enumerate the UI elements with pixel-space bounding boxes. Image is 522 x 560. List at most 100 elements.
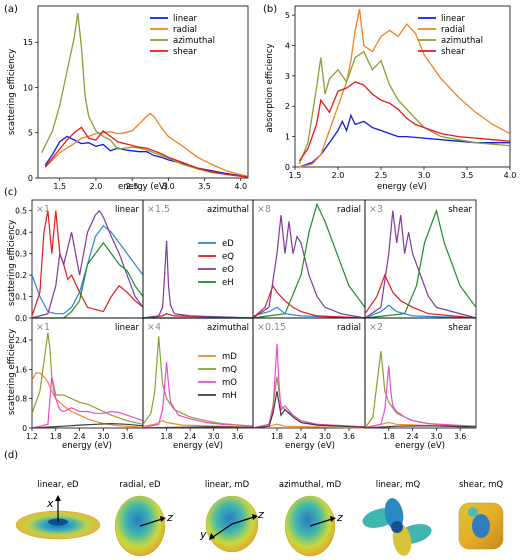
legend-label-azimuthal: azimuthal bbox=[173, 36, 215, 46]
panel-c-frame bbox=[364, 317, 477, 429]
panel-b-ytick-label: 2 bbox=[285, 102, 290, 111]
panel-c-xtick-label: 1.8 bbox=[383, 432, 395, 441]
panel-c-scale: ×1.5 bbox=[147, 204, 170, 215]
d-shape-radial-eD: z bbox=[114, 495, 173, 557]
panel-c-series-mO bbox=[252, 343, 366, 429]
panel-c-name: shear bbox=[448, 205, 472, 215]
d-shape-shear-mQ bbox=[458, 502, 504, 550]
panel-c-xtick-label: 3.0 bbox=[319, 432, 331, 441]
panel-c-xlabel-2: energy (eV) bbox=[173, 441, 223, 451]
panel-b-xtick-label: 4.0 bbox=[504, 171, 517, 180]
panel-c-name: azimuthal bbox=[207, 323, 249, 333]
legend-label-eH: eH bbox=[222, 278, 234, 288]
panel-c-series-eH bbox=[364, 208, 477, 319]
legend-label-linear: linear bbox=[173, 14, 198, 24]
panel-c-series-mO bbox=[364, 365, 477, 429]
panel-b-series-radial bbox=[299, 8, 511, 168]
panel-c-ytick-label: 2.4 bbox=[15, 336, 27, 345]
panel-c-series-eQ bbox=[252, 284, 366, 319]
panel-b-frame bbox=[294, 5, 511, 168]
panel-d: linear, eD radial, eD linear, mD azimuth… bbox=[15, 480, 504, 557]
d-axis-z-2: z bbox=[166, 511, 173, 524]
d-shape-linear-mQ bbox=[362, 498, 432, 556]
panel-c-scale: ×8 bbox=[257, 204, 271, 215]
panel-a-xtick-label: 2.5 bbox=[126, 182, 139, 191]
panel-a: 1.5 2.0 2.5 3.0 3.5 4.0 0 5 10 15 scattering eff… bbox=[7, 5, 249, 192]
panel-a-ytick-label: 10 bbox=[23, 83, 33, 92]
panel-c-scale: ×1 bbox=[36, 204, 50, 215]
panel-c-xtick-label: 2.4 bbox=[407, 432, 419, 441]
d-shape-linear-eD: x bbox=[15, 495, 101, 540]
legend-label-shear: shear bbox=[173, 47, 197, 57]
panel-c-series-mQ bbox=[364, 350, 477, 429]
panel-c-scale: ×3 bbox=[369, 204, 383, 215]
panel-c-series-mQ bbox=[31, 332, 144, 425]
panel-b-ytick-label: 5 bbox=[285, 11, 290, 20]
panel-b-series-azimuthal bbox=[298, 50, 511, 165]
legend-label-shear: shear bbox=[441, 47, 465, 57]
legend-label-radial: radial bbox=[173, 25, 197, 35]
panel-a-frame bbox=[37, 5, 249, 179]
panel-c-scale: ×0.15 bbox=[257, 322, 286, 333]
panel-c-ytick-label: 0.2 bbox=[15, 271, 27, 280]
panel-c-frame bbox=[252, 317, 366, 429]
panel-c-series-eO bbox=[252, 214, 366, 319]
panel-c-ytick-label: 0.5 bbox=[15, 207, 27, 216]
panel-c-ytick-label: 0.4 bbox=[15, 228, 27, 237]
panel-c-series-mH bbox=[31, 422, 144, 429]
panel-c-bottom-shear: ×2 shear 1.8 2.4 3.0 3.6 bbox=[364, 317, 477, 441]
d-label-2: radial, eD bbox=[119, 480, 161, 490]
panel-b: 1.5 2.0 2.5 3.0 3.5 4.0 0 1 2 3 4 5 absorption eff… bbox=[265, 5, 517, 192]
panel-b-xtick-label: 1.5 bbox=[289, 171, 302, 180]
panel-c-series-eO bbox=[142, 240, 254, 319]
panel-c-scale: ×1 bbox=[36, 322, 50, 333]
panel-c-series-eQ bbox=[364, 273, 477, 319]
panel-label-d: (d) bbox=[4, 450, 18, 461]
panel-c-series-eO bbox=[31, 209, 144, 319]
panel-c-series-mD bbox=[142, 420, 254, 428]
panel-b-xtick-label: 3.5 bbox=[461, 171, 474, 180]
panel-c-series-eO bbox=[364, 210, 477, 319]
panel-c-series-mH bbox=[142, 426, 254, 429]
panel-c-series-eH bbox=[32, 241, 144, 319]
panel-c-xtick-label: 3.0 bbox=[430, 432, 442, 441]
legend-label-mO: mO bbox=[222, 378, 237, 388]
panel-c-ytick-label: 1.6 bbox=[15, 365, 27, 374]
panel-c-top-linear: ×1 linear 0.0 0.1 0.2 0.3 0.4 0.5 bbox=[15, 199, 144, 323]
panel-c-series-eQ bbox=[31, 210, 144, 317]
panel-c-ytick-label: 0.1 bbox=[15, 293, 27, 302]
d-shape-linear-mD: z y bbox=[199, 495, 264, 553]
panel-c-xtick-label: 1.2 bbox=[26, 432, 38, 441]
panel-b-xtick-label: 3.0 bbox=[418, 171, 431, 180]
panel-c-scale: ×2 bbox=[369, 322, 383, 333]
panel-b-ytick-label: 3 bbox=[285, 72, 290, 81]
panel-c-xtick-label: 3.6 bbox=[343, 432, 355, 441]
legend-label-radial: radial bbox=[441, 25, 465, 35]
panel-c-xlabel-1: energy (eV) bbox=[62, 441, 112, 451]
panel-a-ytick-label: 15 bbox=[23, 38, 33, 47]
panel-c-ylabel-bottom: scattering efficiency bbox=[7, 329, 17, 415]
panel-c-name: radial bbox=[337, 323, 361, 333]
d-label-5: linear, mQ bbox=[376, 480, 421, 490]
panel-c-xtick-label: 3.0 bbox=[97, 432, 109, 441]
panel-b-ytick-label: 0 bbox=[285, 163, 290, 172]
panel-c-name: shear bbox=[448, 323, 472, 333]
panel-c-xtick-label: 3.6 bbox=[231, 432, 243, 441]
panel-a-ytick-label: 0 bbox=[28, 174, 33, 183]
panel-a-series-radial bbox=[44, 112, 249, 177]
panel-c-bottom-azimuthal: ×4 azimuthal 1.8 2.4 3.0 3.6 bbox=[142, 317, 254, 441]
panel-c-ytick-label: 0.3 bbox=[15, 250, 27, 259]
legend-label-linear: linear bbox=[441, 14, 466, 24]
legend-label-eQ: eQ bbox=[222, 252, 234, 262]
panel-c-name: linear bbox=[115, 323, 140, 333]
panel-c-xtick-label: 1.8 bbox=[50, 432, 62, 441]
panel-a-series-shear bbox=[44, 126, 249, 178]
legend-label-eO: eO bbox=[222, 265, 234, 275]
panel-c-xtick-label: 3.6 bbox=[121, 432, 133, 441]
panel-c-series-eD bbox=[252, 306, 366, 319]
panel-a-ytick-label: 5 bbox=[28, 129, 33, 138]
panel-c-xtick-label: 3.0 bbox=[208, 432, 220, 441]
panel-c-xtick-label: 1.8 bbox=[271, 432, 283, 441]
